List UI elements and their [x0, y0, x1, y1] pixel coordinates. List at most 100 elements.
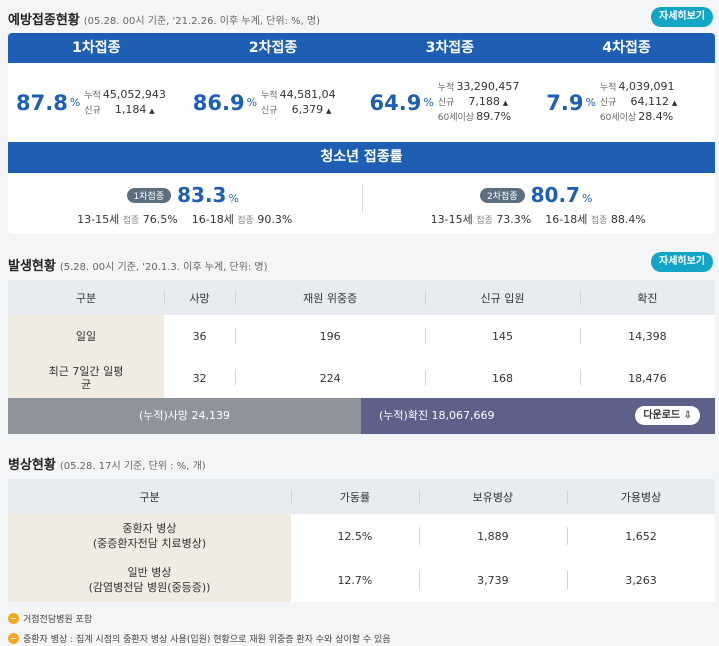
row-label-sub: (중증환자전담 치료병상) — [92, 537, 207, 550]
vaccination-more-button[interactable]: 자세히보기 — [651, 7, 713, 27]
cumulative-confirmed-text: (누적)확진 18,067,669 — [379, 409, 495, 422]
dose-4-new-key: 신규 — [599, 98, 617, 108]
occurrence-more-button[interactable]: 자세히보기 — [651, 252, 713, 272]
beds-table: 구분 가동률 보유병상 가용병상 중환자 병상 (중증환자전담 치료병상) 12… — [8, 479, 715, 602]
teen-first-a-key: 접종 — [122, 216, 140, 226]
cell: 3,263 — [566, 558, 715, 602]
beds-header: 병상현황 (05.28. 17시 기준, 단위 : %, 개) — [8, 454, 206, 473]
teen-first-dose: 1차접종 83.3 % 13-15세 접종 76.5% 16-18세 접종 90… — [8, 173, 362, 234]
cell: 18,476 — [579, 357, 715, 399]
up-arrow-icon: ▲ — [502, 99, 509, 107]
dose-4-new: 64,112 — [630, 95, 669, 108]
occurrence-subtitle: (5.28. 00시 기준, '20.1.3. 이후 누계, 단위: 명) — [59, 262, 268, 273]
dose-1-cum-key: 누적 — [84, 90, 101, 101]
row-label-main: 중환자 병상 — [122, 522, 177, 535]
cumulative-confirmed: (누적)확진 18,067,669 다운로드 ⇩ — [361, 398, 715, 434]
dose-3-stats: 64.9 % 누적 33,290,457 신규 7,188 ▲ 60세이상 89.7% — [362, 63, 539, 142]
dose-3-new-key: 신규 — [437, 98, 455, 108]
dose-2-cum-key: 누적 — [261, 90, 278, 101]
dose-2-cum: 44,581,04 — [279, 87, 336, 101]
table-row: 일일 36 196 145 14,398 — [8, 315, 715, 357]
note-text: 거점전담병원 포함 — [23, 615, 93, 625]
note-item: 거점전담병원 포함 — [8, 612, 92, 625]
note-text: 중환자 병상 : 집계 시점의 중환자 병상 사용(입원) 현황으로 재원 위중… — [23, 635, 391, 645]
table-row: 일반 병상 (감염병전담 병원(중등증)) 12.7% 3,739 3,263 — [8, 558, 715, 602]
col-header: 신규 입원 — [425, 280, 580, 315]
teen-header: 청소년 접종률 — [8, 142, 715, 173]
dose-3-60-key: 60세이상 — [437, 113, 475, 123]
table-header-row: 구분 가동률 보유병상 가용병상 — [8, 479, 715, 514]
col-header: 구분 — [8, 479, 291, 514]
teen-second-a-value: 73.3% — [496, 213, 532, 226]
cell: 196 — [235, 315, 425, 357]
cell: 12.7% — [337, 573, 373, 587]
col-header: 사망 — [164, 280, 236, 315]
dose-2-label: 2차접종 — [248, 40, 298, 56]
teen-stats: 1차접종 83.3 % 13-15세 접종 76.5% 16-18세 접종 90… — [8, 173, 715, 234]
note-item: 중환자 병상 : 집계 시점의 중환자 병상 사용(입원) 현황으로 재원 위중… — [8, 632, 391, 645]
dose-header-row: 1차접종 2차접종 3차접종 4차접종 — [8, 33, 715, 63]
cell: 12.5% — [337, 529, 373, 543]
dose-2-new-key: 신규 — [261, 105, 278, 116]
row-label: 일일 — [8, 315, 164, 357]
teen-second-b-age: 16-18세 — [545, 213, 588, 226]
dose-3-cum: 33,290,457 — [456, 80, 520, 93]
cumulative-death: (누적)사망 24,139 — [8, 398, 361, 434]
dose-2-pct: % — [246, 96, 258, 109]
beds-title: 병상현황 — [8, 458, 56, 473]
cell: 1,889 — [418, 514, 567, 558]
up-arrow-icon: ▲ — [671, 99, 678, 107]
row-label: 중환자 병상 (중증환자전담 치료병상) — [8, 514, 291, 558]
teen-second-b-key: 접종 — [590, 216, 608, 226]
teen-first-pct: % — [228, 192, 239, 205]
teen-second-a-key: 접종 — [476, 216, 493, 226]
beds-subtitle: (05.28. 17시 기준, 단위 : %, 개) — [59, 461, 206, 472]
row-label-sub: (감염병전담 병원(중등증)) — [88, 581, 211, 594]
teen-second-rate: 80.7 — [530, 183, 580, 207]
dose-2-new: 6,379 — [291, 102, 324, 116]
dose-1-label: 1차접종 — [72, 40, 121, 56]
teen-second-a-age: 13-15세 — [430, 213, 473, 226]
cell: 1,652 — [566, 514, 715, 558]
occurrence-header: 발생현황 (5.28. 00시 기준, '20.1.3. 이후 누계, 단위: … — [8, 255, 268, 274]
col-header: 구분 — [8, 280, 164, 315]
dose-4-60-rate: 28.4% — [638, 110, 674, 123]
dose-stats-row: 87.8 % 누적 45,052,943 신규 1,184 ▲ 86.9 % 누적 4… — [8, 63, 715, 142]
table-row: 최근 7일간 일평균 32 224 168 18,476 — [8, 357, 715, 399]
info-dot-icon — [8, 613, 19, 624]
cell: 145 — [425, 315, 580, 357]
dose-1-rate: 87.8 — [16, 90, 68, 115]
col-header: 가동률 — [291, 479, 419, 514]
dose-3-label: 3차접종 — [425, 40, 475, 56]
col-header: 보유병상 — [418, 479, 567, 514]
download-button[interactable]: 다운로드 ⇩ — [635, 406, 700, 425]
cell: 14,398 — [579, 315, 715, 357]
cell: 168 — [425, 357, 580, 399]
occurrence-title: 발생현황 — [8, 259, 56, 274]
dose-4-cum-key: 누적 — [599, 83, 617, 93]
dose-4-60-key: 60세이상 — [599, 113, 637, 123]
row-label-main: 일반 병상 — [127, 566, 172, 579]
dose-4-cum: 4,039,091 — [618, 80, 675, 93]
cell: 3,739 — [418, 558, 567, 602]
vaccination-subtitle: (05.28. 00시 기준, '21.2.26. 이후 누계, 단위: %, … — [83, 16, 321, 27]
table-row: 중환자 병상 (중증환자전담 치료병상) 12.5% 1,889 1,652 — [8, 514, 715, 558]
vaccination-card: 1차접종 2차접종 3차접종 4차접종 87.8 % 누적 45,052,943 … — [8, 33, 715, 234]
dose-2-rate: 86.9 — [192, 90, 245, 115]
dose-3-60-rate: 89.7% — [476, 110, 512, 123]
teen-first-chip: 1차접종 — [126, 188, 172, 203]
teen-first-rate: 83.3 — [177, 183, 227, 207]
dose-2-stats: 86.9 % 누적 44,581,04 신규 6,379 ▲ — [185, 63, 362, 142]
vaccination-header: 예방접종현황 (05.28. 00시 기준, '21.2.26. 이후 누계, … — [8, 9, 320, 28]
cumulative-bar: (누적)사망 24,139 (누적)확진 18,067,669 다운로드 ⇩ — [8, 398, 715, 434]
cell: 32 — [192, 371, 207, 385]
dose-4-rate: 7.9 — [546, 90, 584, 115]
col-header: 확진 — [579, 280, 715, 315]
cell: 224 — [235, 357, 425, 399]
row-label: 최근 7일간 일평균 — [8, 357, 164, 399]
info-dot-icon — [8, 633, 19, 644]
teen-second-b-value: 88.4% — [610, 213, 646, 226]
cell: 36 — [192, 329, 207, 343]
dose-1-cum: 45,052,943 — [102, 87, 166, 101]
teen-second-pct: % — [581, 192, 593, 205]
